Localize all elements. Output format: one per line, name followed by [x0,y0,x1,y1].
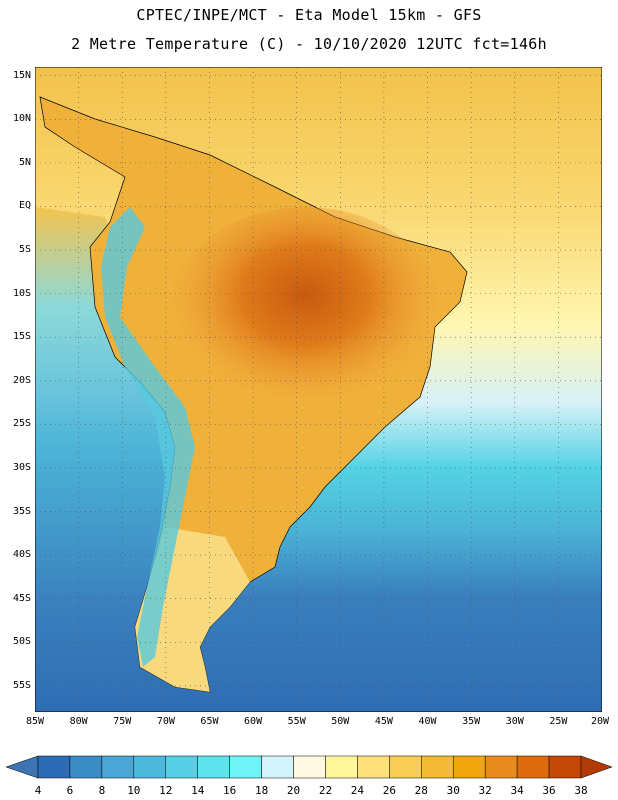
colorbar-tick-label: 26 [383,784,396,797]
colorbar-swatch [421,755,454,779]
lat-tick-label: 15N [12,69,31,81]
lon-tick-label: 45W [374,716,393,727]
colorbar-swatch [37,755,71,779]
map-title-line2: 2 Metre Temperature (C) - 10/10/2020 12U… [71,35,547,53]
colorbar-tick-label: 36 [542,784,555,797]
lon-tick-label: 75W [113,716,132,727]
colorbar-tick-label: 14 [191,784,205,797]
colorbar-arrow-low [5,755,39,779]
colorbar-tick-label: 10 [127,784,140,797]
lat-tick-label: 25S [12,418,31,430]
lat-tick-label: 10S [12,287,31,299]
andes-strip [101,207,195,667]
lat-tick-label: 50S [12,636,31,648]
lon-tick-label: 55W [287,716,306,727]
temperature-colorbar: 4 6 8 10 12 14 16 18 20 22 24 26 28 30 32 34 36 38 [5,755,613,797]
colorbar-swatch [261,755,294,779]
lat-tick-label: 10N [12,113,31,125]
colorbar-swatch [452,755,486,779]
colorbar-tick-label: 24 [351,784,365,797]
lon-tick-label: 20W [590,716,610,727]
lon-tick-label: 85W [25,716,45,727]
colorbar-swatch [484,755,518,779]
colorbar-swatch [389,755,422,779]
temperature-map [35,67,602,712]
lat-tick-label: 35S [12,505,31,517]
colorbar-swatch [516,755,550,779]
colorbar-tick-label: 20 [287,784,300,797]
lat-tick-label: 30S [12,461,31,473]
lat-tick-label: 15S [12,331,31,343]
colorbar-swatch [101,755,135,779]
colorbar-tick-label: 32 [479,784,492,797]
lat-tick-label: 5S [18,244,31,256]
colorbar-swatch [548,755,582,779]
colorbar-tick-label: 22 [319,784,332,797]
colorbar-swatch [69,755,103,779]
colorbar-swatch [133,755,167,779]
colorbar-swatch [293,755,326,779]
colorbar-swatch [325,755,358,779]
lat-tick-label: 55S [12,679,31,691]
colorbar-tick-label: 30 [447,784,460,797]
colorbar-swatch [197,755,230,779]
colorbar-tick-label: 38 [574,784,587,797]
hot-core [165,207,445,427]
colorbar-tick-label: 12 [159,784,172,797]
lat-tick-label: 20S [12,374,31,386]
colorbar-tick-label: 4 [35,784,42,797]
lon-tick-label: 35W [462,716,481,727]
lon-tick-label: 30W [505,716,524,727]
map-title-line1: CPTEC/INPE/MCT - Eta Model 15km - GFS [136,6,482,24]
colorbar-tick-label: 8 [99,784,106,797]
colorbar-swatch [357,755,390,779]
colorbar-arrow-high [580,755,613,779]
lon-tick-label: 80W [69,716,88,727]
lat-tick-label: 40S [12,549,31,561]
lat-tick-label: EQ [18,200,31,212]
lon-tick-label: 50W [331,716,350,727]
colorbar-tick-label: 34 [510,784,524,797]
colorbar-tick-label: 18 [255,784,268,797]
lon-tick-label: 25W [549,716,568,727]
lat-tick-label: 45S [12,592,31,604]
lat-tick-label: 5N [18,156,31,168]
colorbar-tick-label: 6 [67,784,74,797]
lon-tick-label: 70W [156,716,175,727]
lon-tick-label: 40W [418,716,437,727]
colorbar-tick-label: 16 [223,784,236,797]
lon-tick-label: 65W [200,716,219,727]
colorbar-swatch [165,755,198,779]
lon-tick-label: 60W [244,716,263,727]
colorbar-swatch [229,755,262,779]
colorbar-tick-label: 28 [415,784,428,797]
